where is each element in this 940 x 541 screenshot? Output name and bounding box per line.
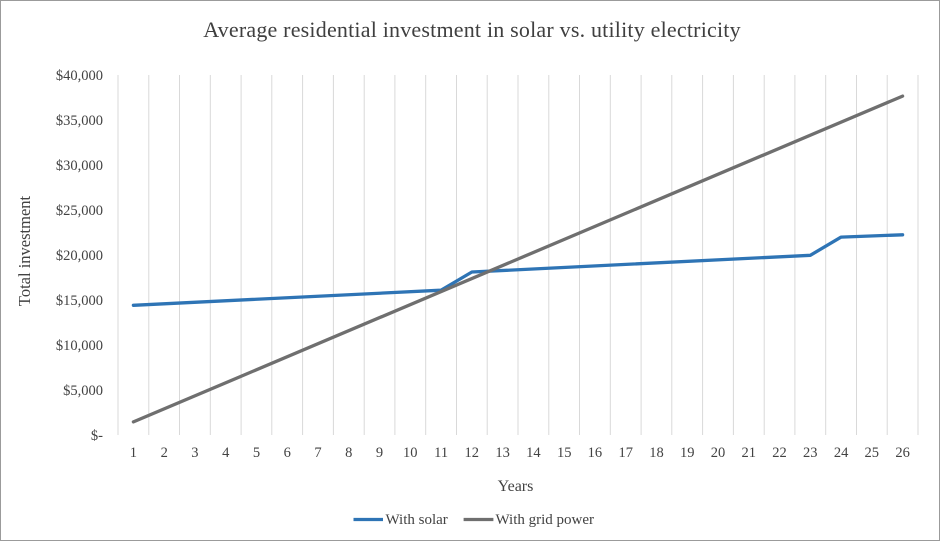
svg-text:21: 21 bbox=[742, 445, 757, 461]
svg-text:$25,000: $25,000 bbox=[56, 203, 103, 219]
svg-text:9: 9 bbox=[376, 445, 383, 461]
svg-text:18: 18 bbox=[649, 445, 664, 461]
svg-text:25: 25 bbox=[865, 445, 880, 461]
svg-text:12: 12 bbox=[465, 445, 480, 461]
svg-text:$40,000: $40,000 bbox=[56, 68, 103, 84]
svg-text:4: 4 bbox=[222, 445, 230, 461]
svg-text:26: 26 bbox=[895, 445, 910, 461]
svg-text:24: 24 bbox=[834, 445, 849, 461]
svg-text:$35,000: $35,000 bbox=[56, 113, 103, 129]
svg-text:2: 2 bbox=[161, 445, 168, 461]
svg-text:$15,000: $15,000 bbox=[56, 293, 103, 309]
svg-text:$30,000: $30,000 bbox=[56, 158, 103, 174]
svg-text:15: 15 bbox=[557, 445, 572, 461]
svg-text:Years: Years bbox=[498, 478, 534, 495]
svg-text:7: 7 bbox=[314, 445, 321, 461]
svg-text:20: 20 bbox=[711, 445, 726, 461]
svg-text:Total investment: Total investment bbox=[15, 195, 34, 306]
svg-text:1: 1 bbox=[130, 445, 137, 461]
svg-text:19: 19 bbox=[680, 445, 695, 461]
svg-text:3: 3 bbox=[191, 445, 198, 461]
svg-text:11: 11 bbox=[434, 445, 448, 461]
svg-text:23: 23 bbox=[803, 445, 818, 461]
svg-text:10: 10 bbox=[403, 445, 418, 461]
svg-text:With solar: With solar bbox=[386, 512, 448, 528]
svg-text:Average residential investment: Average residential investment in solar … bbox=[203, 17, 741, 42]
svg-text:22: 22 bbox=[772, 445, 787, 461]
svg-text:$20,000: $20,000 bbox=[56, 248, 103, 264]
svg-text:With grid power: With grid power bbox=[496, 512, 595, 528]
svg-text:14: 14 bbox=[526, 445, 541, 461]
svg-text:5: 5 bbox=[253, 445, 260, 461]
svg-text:8: 8 bbox=[345, 445, 352, 461]
svg-text:6: 6 bbox=[284, 445, 291, 461]
svg-text:$10,000: $10,000 bbox=[56, 338, 103, 354]
svg-text:13: 13 bbox=[495, 445, 510, 461]
svg-text:$5,000: $5,000 bbox=[63, 383, 103, 399]
svg-text:16: 16 bbox=[588, 445, 603, 461]
svg-text:$-: $- bbox=[91, 428, 103, 444]
svg-text:17: 17 bbox=[618, 445, 633, 461]
